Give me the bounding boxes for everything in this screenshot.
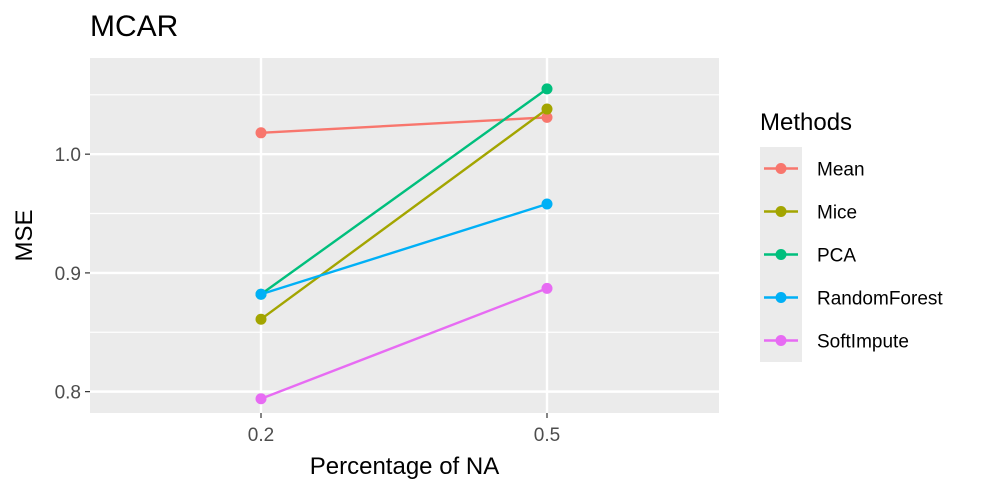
series-line bbox=[260, 87, 548, 296]
legend: Methods Mean Mice PCA RandomForest SoftImput… bbox=[760, 109, 943, 362]
data-point bbox=[541, 282, 553, 294]
legend-key-point bbox=[775, 206, 787, 217]
series-line bbox=[260, 287, 548, 400]
legend-title: Methods bbox=[760, 109, 852, 136]
y-tick-label: 0.9 bbox=[55, 264, 81, 285]
x-axis-title: Percentage of NA bbox=[310, 453, 499, 480]
legend-label: Mice bbox=[817, 203, 857, 224]
x-tick-label: 0.2 bbox=[248, 425, 274, 446]
y-tick-label: 0.8 bbox=[55, 383, 81, 404]
legend-label: RandomForest bbox=[817, 289, 943, 310]
legend-key-point bbox=[775, 292, 787, 303]
data-point bbox=[255, 127, 267, 139]
data-point bbox=[541, 111, 553, 123]
x-tick-label: 0.5 bbox=[534, 425, 560, 446]
major-gridlines bbox=[90, 58, 719, 413]
series-line bbox=[260, 202, 548, 296]
data-point bbox=[541, 83, 553, 95]
legend-label: Mean bbox=[817, 160, 865, 181]
series-line bbox=[260, 116, 548, 134]
y-axis-title: MSE bbox=[11, 209, 38, 261]
plot-panel bbox=[90, 58, 719, 413]
data-point bbox=[255, 313, 267, 325]
series-lines bbox=[260, 87, 548, 400]
legend-key-point bbox=[775, 163, 787, 174]
data-point bbox=[255, 288, 267, 300]
y-tick-label: 1.0 bbox=[55, 145, 81, 166]
legend-key-point bbox=[775, 335, 787, 346]
legend-label: PCA bbox=[817, 246, 856, 267]
x-axis: 0.2 0.5 bbox=[248, 413, 560, 446]
data-point bbox=[541, 198, 553, 210]
series-points bbox=[255, 83, 553, 405]
y-axis: 0.8 0.9 1.0 bbox=[55, 145, 90, 404]
data-point bbox=[541, 103, 553, 115]
series-line bbox=[260, 108, 548, 321]
chart-title: MCAR bbox=[90, 10, 178, 43]
legend-label: SoftImpute bbox=[817, 332, 909, 353]
legend-key-point bbox=[775, 249, 787, 260]
data-point bbox=[255, 393, 267, 405]
